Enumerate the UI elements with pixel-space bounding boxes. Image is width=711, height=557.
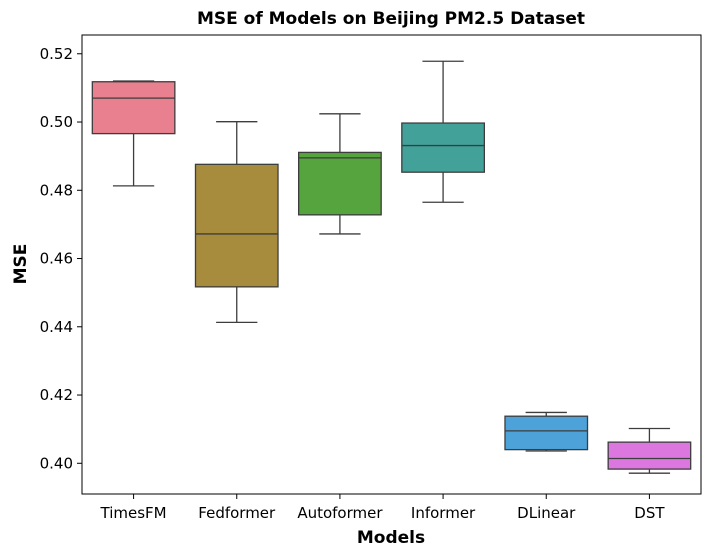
y-tick-label: 0.40 [40,454,73,472]
x-axis: TimesFM Fedformer Autoformer Informer DLinea… [100,494,665,522]
y-tick-label: 0.52 [40,45,73,63]
x-axis-label: Models [357,528,425,548]
x-tick-label: DST [634,504,665,522]
box-dst [607,427,692,474]
box-iqr [194,163,279,288]
box-iqr [297,151,382,216]
box-autoformer [297,113,382,235]
box-iqr [607,441,692,470]
y-axis: 0.40 0.42 0.44 0.46 0.48 0.50 0.52 [40,45,82,472]
box-iqr [91,81,176,135]
plot-frame [81,34,702,495]
chart-title: MSE of Models on Beijing PM2.5 Dataset [197,9,585,29]
x-tick-label: Autoformer [297,504,383,522]
plot-area [91,60,692,474]
x-tick-label: TimesFM [100,504,167,522]
box-iqr [504,415,589,451]
y-tick-label: 0.48 [40,181,73,199]
y-tick-label: 0.50 [40,113,73,131]
box-iqr [401,122,486,173]
x-tick-label: DLinear [517,504,576,522]
y-axis-label: MSE [11,244,31,285]
y-tick-label: 0.42 [40,386,73,404]
box-informer [401,60,486,203]
x-tick-label: Informer [411,504,476,522]
box-fedformer [194,121,279,323]
y-tick-label: 0.46 [40,250,73,268]
box-timesfm [91,80,176,187]
y-tick-label: 0.44 [40,318,73,336]
x-tick-label: Fedformer [198,504,276,522]
box-dlinear [504,411,589,452]
